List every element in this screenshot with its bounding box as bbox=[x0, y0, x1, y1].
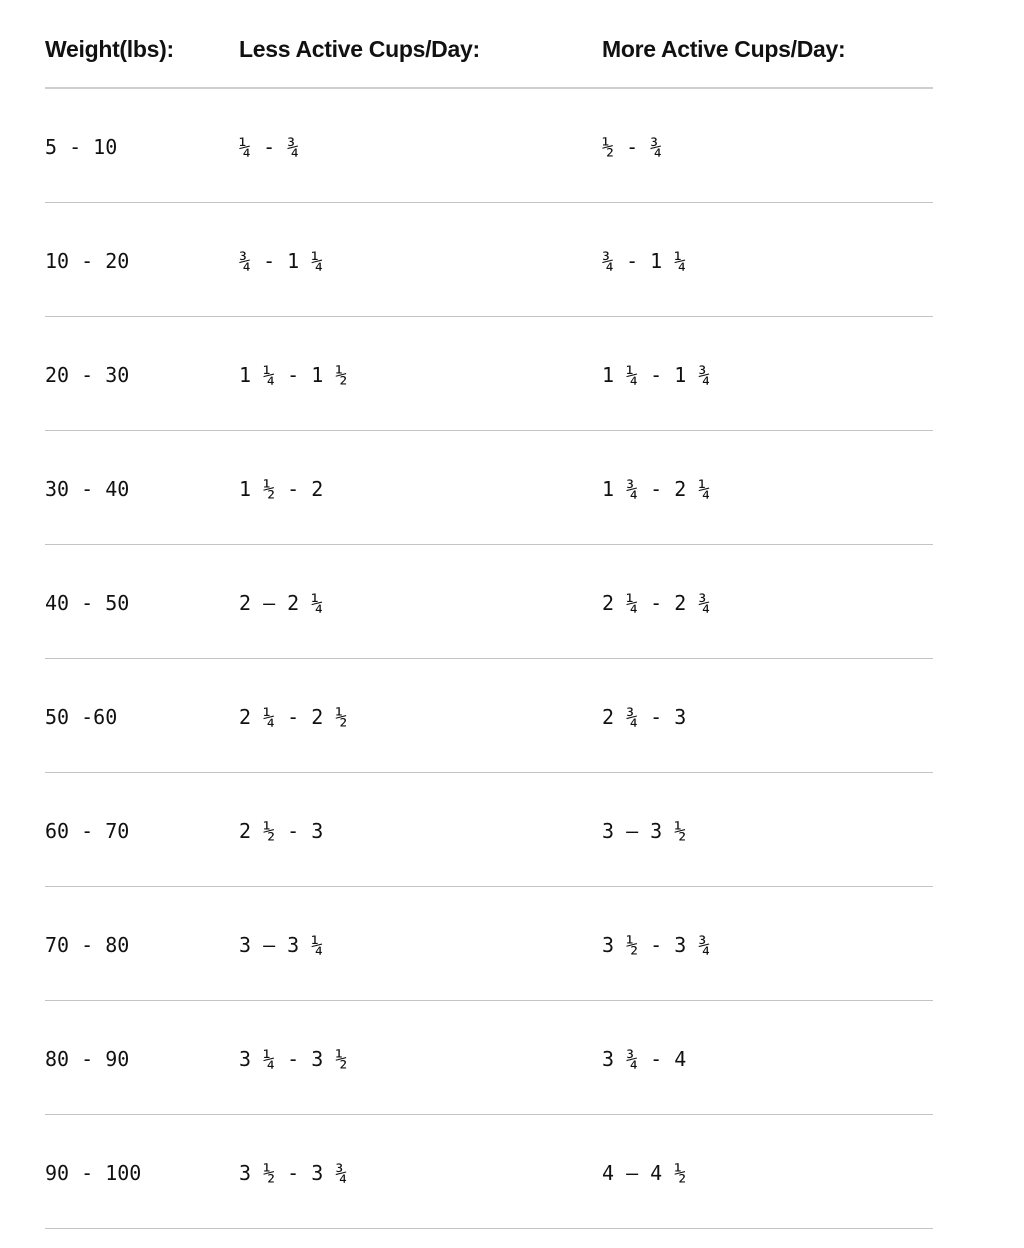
cell-more-active: ¾ - 1 ¼ bbox=[602, 249, 687, 273]
cell-less-active: 3 ½ - 3 ¾ bbox=[239, 1161, 348, 1185]
cell-weight: 40 - 50 bbox=[45, 591, 130, 615]
cell-weight: 80 - 90 bbox=[45, 1047, 130, 1071]
table-row: 40 - 50 2 – 2 ¼ 2 ¼ - 2 ¾ bbox=[45, 545, 933, 659]
cell-less-active: 3 ¼ - 3 ½ bbox=[239, 1047, 348, 1071]
table-row: 50 -60 2 ¼ - 2 ½ 2 ¾ - 3 bbox=[45, 659, 933, 773]
table-row: 80 - 90 3 ¼ - 3 ½ 3 ¾ - 4 bbox=[45, 1001, 933, 1115]
cell-less-active: 1 ½ - 2 bbox=[239, 477, 324, 501]
cell-weight: 60 - 70 bbox=[45, 819, 130, 843]
table-row: 70 - 80 3 – 3 ¼ 3 ½ - 3 ¾ bbox=[45, 887, 933, 1001]
cell-less-active: 2 ¼ - 2 ½ bbox=[239, 705, 348, 729]
table-row: 10 - 20 ¾ - 1 ¼ ¾ - 1 ¼ bbox=[45, 203, 933, 317]
cell-more-active: ½ - ¾ bbox=[602, 135, 663, 159]
cell-more-active: 4 – 4 ½ bbox=[602, 1161, 687, 1185]
cell-more-active: 2 ¼ - 2 ¾ bbox=[602, 591, 711, 615]
header-less-active: Less Active Cups/Day: bbox=[239, 36, 480, 62]
table-row: 60 - 70 2 ½ - 3 3 – 3 ½ bbox=[45, 773, 933, 887]
table-row: 5 - 10 ¼ - ¾ ½ - ¾ bbox=[45, 89, 933, 203]
cell-weight: 30 - 40 bbox=[45, 477, 130, 501]
cell-weight: 70 - 80 bbox=[45, 933, 130, 957]
cell-less-active: ¾ - 1 ¼ bbox=[239, 249, 324, 273]
header-more-active: More Active Cups/Day: bbox=[602, 36, 846, 62]
table-row: 20 - 30 1 ¼ - 1 ½ 1 ¼ - 1 ¾ bbox=[45, 317, 933, 431]
table-header: Weight(lbs): Less Active Cups/Day: More … bbox=[45, 0, 933, 89]
cell-more-active: 3 – 3 ½ bbox=[602, 819, 687, 843]
cell-weight: 10 - 20 bbox=[45, 249, 130, 273]
cell-weight: 50 -60 bbox=[45, 705, 118, 729]
header-weight: Weight(lbs): bbox=[45, 36, 174, 62]
table-row: 90 - 100 3 ½ - 3 ¾ 4 – 4 ½ bbox=[45, 1115, 933, 1229]
cell-more-active: 2 ¾ - 3 bbox=[602, 705, 687, 729]
cell-less-active: ¼ - ¾ bbox=[239, 135, 300, 159]
cell-less-active: 2 – 2 ¼ bbox=[239, 591, 324, 615]
cell-less-active: 3 – 3 ¼ bbox=[239, 933, 324, 957]
cell-more-active: 3 ¾ - 4 bbox=[602, 1047, 687, 1071]
cell-less-active: 2 ½ - 3 bbox=[239, 819, 324, 843]
cell-weight: 90 - 100 bbox=[45, 1161, 142, 1185]
cell-more-active: 1 ¼ - 1 ¾ bbox=[602, 363, 711, 387]
feeding-chart-table: Weight(lbs): Less Active Cups/Day: More … bbox=[45, 0, 933, 1229]
table-row: 30 - 40 1 ½ - 2 1 ¾ - 2 ¼ bbox=[45, 431, 933, 545]
cell-weight: 5 - 10 bbox=[45, 135, 118, 159]
cell-more-active: 1 ¾ - 2 ¼ bbox=[602, 477, 711, 501]
cell-more-active: 3 ½ - 3 ¾ bbox=[602, 933, 711, 957]
cell-weight: 20 - 30 bbox=[45, 363, 130, 387]
cell-less-active: 1 ¼ - 1 ½ bbox=[239, 363, 348, 387]
